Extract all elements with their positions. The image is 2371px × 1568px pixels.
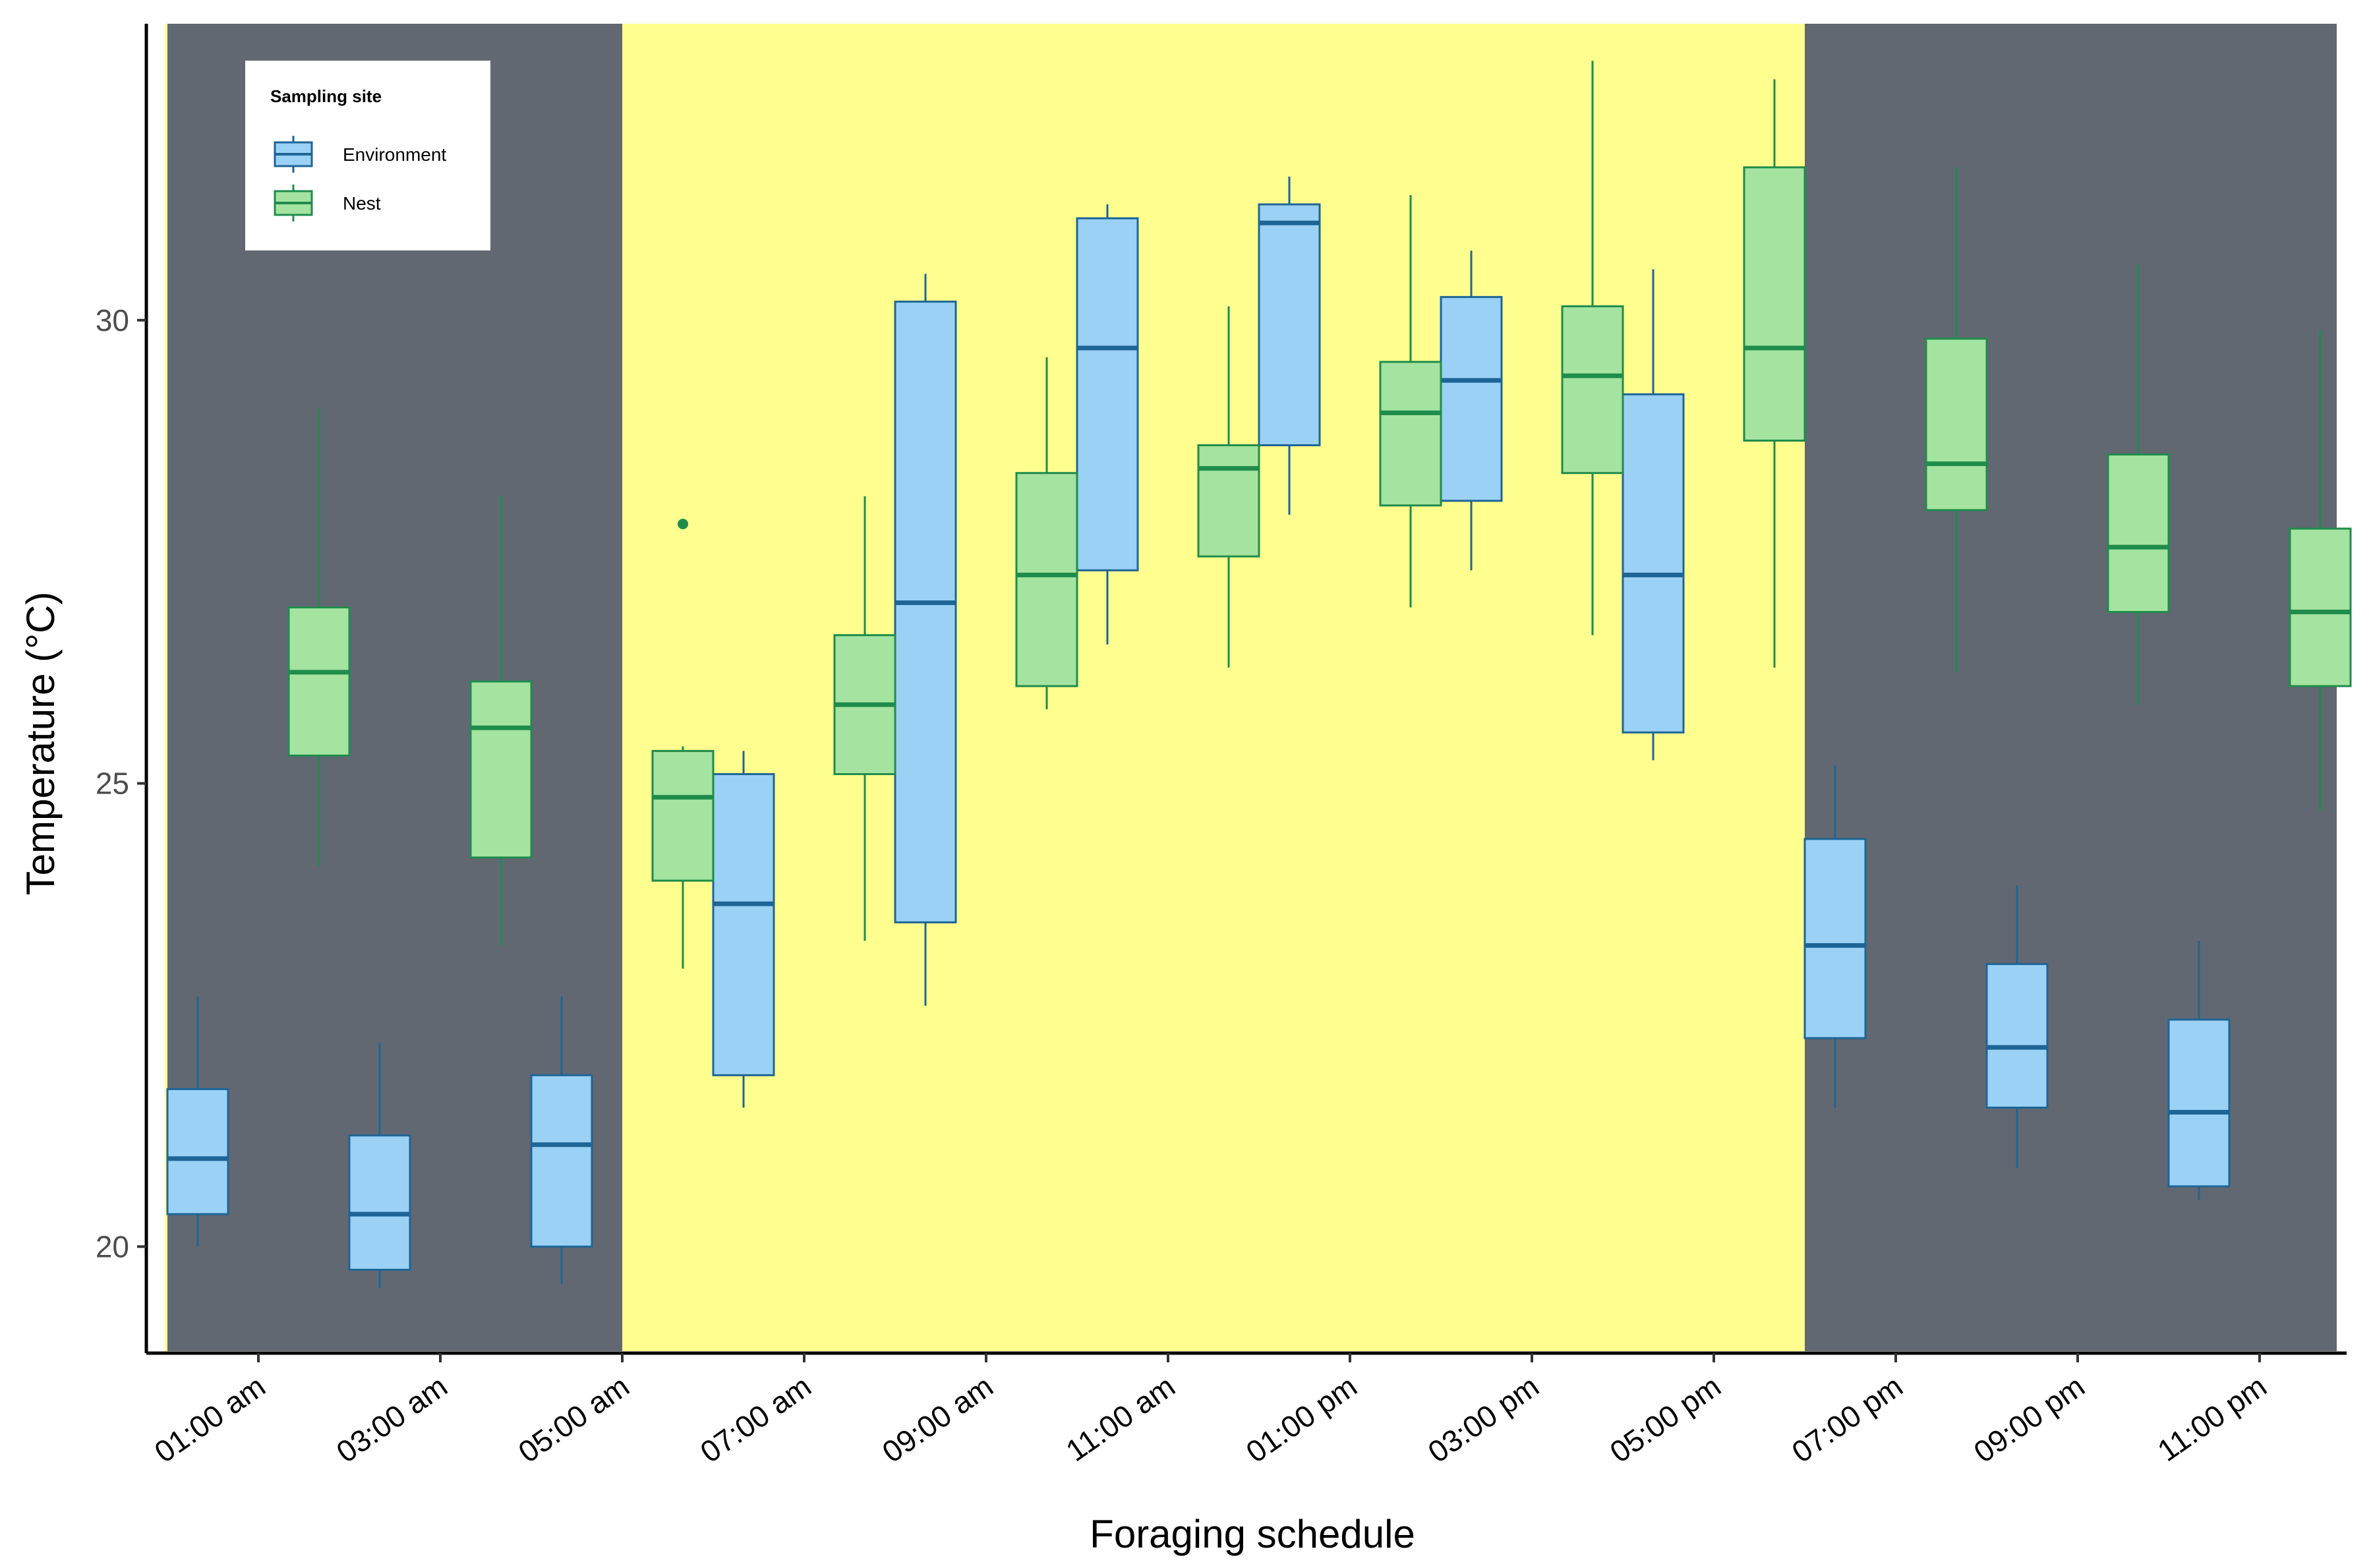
legend-title: Sampling site bbox=[270, 86, 382, 106]
environment-iqr-box bbox=[530, 1074, 593, 1248]
nest-iqr-box bbox=[1015, 472, 1078, 687]
x-tick-label: 03:00 pm bbox=[1422, 1369, 1545, 1470]
legend-entry: Environment bbox=[274, 136, 446, 173]
environment-iqr-box bbox=[1440, 296, 1503, 502]
nest-iqr-box bbox=[2289, 527, 2352, 687]
nest-iqr-box bbox=[1743, 166, 1806, 442]
nest-iqr-box bbox=[1561, 305, 1624, 475]
nest-box bbox=[1197, 306, 1260, 668]
x-tick-label: 01:00 pm bbox=[1240, 1369, 1363, 1470]
boxplot-marks bbox=[166, 61, 2352, 1289]
environment-iqr-box bbox=[894, 301, 957, 923]
environment-iqr-box bbox=[1076, 217, 1139, 571]
environment-iqr-box bbox=[166, 1088, 229, 1215]
night-band bbox=[1805, 24, 2337, 1351]
environment-iqr-box bbox=[1622, 393, 1685, 734]
nest-box bbox=[2107, 264, 2170, 705]
x-tick-label: 11:00 am bbox=[1060, 1369, 1181, 1468]
environment-box bbox=[1985, 885, 2049, 1168]
nest-box bbox=[469, 496, 533, 946]
environment-iqr-box bbox=[348, 1134, 411, 1271]
nest-box bbox=[1925, 167, 1988, 672]
environment-iqr-box bbox=[712, 773, 775, 1076]
environment-box bbox=[2167, 941, 2231, 1201]
nest-iqr-box bbox=[1379, 361, 1442, 507]
nest-box bbox=[1015, 357, 1078, 710]
environment-iqr-box bbox=[1985, 963, 2049, 1109]
environment-box bbox=[894, 274, 957, 1006]
x-axis-title: Foraging schedule bbox=[1090, 1512, 1415, 1556]
nest-box bbox=[2289, 329, 2352, 811]
legend: Sampling site Environment Nest bbox=[245, 61, 490, 250]
legend-label: Nest bbox=[343, 193, 381, 214]
nest-box bbox=[287, 408, 351, 867]
x-tick-label: 05:00 pm bbox=[1604, 1369, 1727, 1470]
nest-iqr-box bbox=[1925, 337, 1988, 511]
environment-iqr-box bbox=[1803, 838, 1867, 1039]
x-tick-label: 05:00 am bbox=[512, 1369, 635, 1470]
nest-box bbox=[651, 519, 715, 969]
environment-box bbox=[1622, 269, 1685, 761]
environment-iqr-box bbox=[1258, 203, 1321, 447]
environment-box bbox=[166, 996, 229, 1247]
environment-box bbox=[348, 1043, 411, 1289]
nest-box bbox=[1561, 61, 1624, 635]
nest-box bbox=[833, 496, 896, 941]
legend-entry: Nest bbox=[274, 185, 381, 221]
nest-box bbox=[1743, 79, 1806, 668]
x-tick-label: 09:00 pm bbox=[1968, 1369, 2091, 1470]
environment-box bbox=[1076, 204, 1139, 645]
environment-box bbox=[1440, 250, 1503, 571]
x-tick-label: 01:00 am bbox=[148, 1369, 272, 1470]
nest-iqr-box bbox=[469, 680, 533, 859]
environment-iqr-box bbox=[2167, 1018, 2231, 1188]
nest-outlier-point bbox=[678, 519, 688, 530]
environment-box bbox=[1258, 176, 1321, 515]
x-tick-label: 07:00 am bbox=[694, 1369, 817, 1470]
nest-iqr-box bbox=[287, 606, 351, 757]
y-axis-title: Temperature (°C) bbox=[18, 592, 63, 896]
legend-label: Environment bbox=[343, 144, 446, 165]
environment-box bbox=[1803, 765, 1867, 1108]
x-tick-label: 11:00 pm bbox=[2151, 1369, 2273, 1468]
x-tick-label: 07:00 pm bbox=[1786, 1369, 1909, 1470]
y-tick-label: 20 bbox=[96, 1229, 129, 1263]
nest-iqr-box bbox=[2107, 453, 2170, 614]
environment-box bbox=[530, 996, 593, 1284]
nest-iqr-box bbox=[1197, 444, 1260, 558]
nest-box bbox=[1379, 195, 1442, 608]
nest-iqr-box bbox=[651, 749, 715, 882]
environment-box bbox=[712, 751, 775, 1108]
x-tick-label: 09:00 am bbox=[876, 1369, 999, 1470]
y-tick-label: 25 bbox=[96, 767, 129, 801]
x-tick-label: 03:00 am bbox=[330, 1369, 454, 1470]
y-tick-label: 30 bbox=[96, 303, 129, 337]
